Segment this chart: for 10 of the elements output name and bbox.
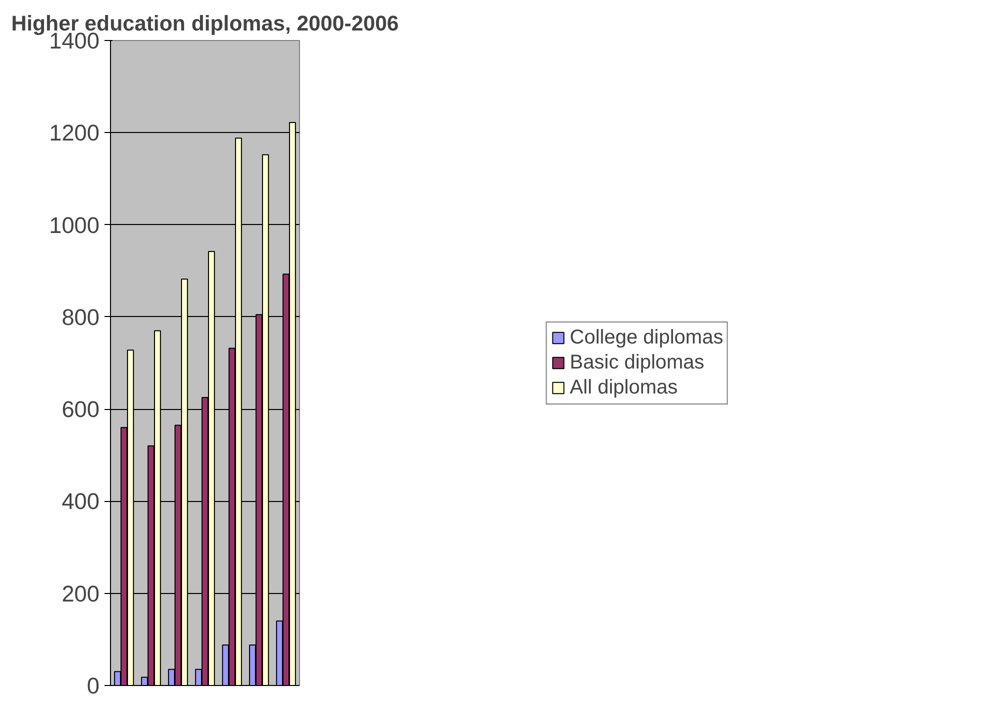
y-tick-label: 800 bbox=[62, 304, 100, 330]
y-tick-label: 1000 bbox=[49, 212, 100, 238]
y-tick-label: 0 bbox=[86, 672, 100, 698]
legend-label: Basic diplomas bbox=[570, 351, 704, 374]
y-tick-label: 600 bbox=[62, 396, 100, 422]
y-tick-label: 1200 bbox=[49, 120, 100, 146]
legend-label: All diplomas bbox=[570, 376, 678, 399]
legend-label: College diplomas bbox=[570, 326, 724, 349]
y-tick-label: 400 bbox=[62, 488, 100, 514]
y-tick-label: 200 bbox=[62, 580, 100, 606]
